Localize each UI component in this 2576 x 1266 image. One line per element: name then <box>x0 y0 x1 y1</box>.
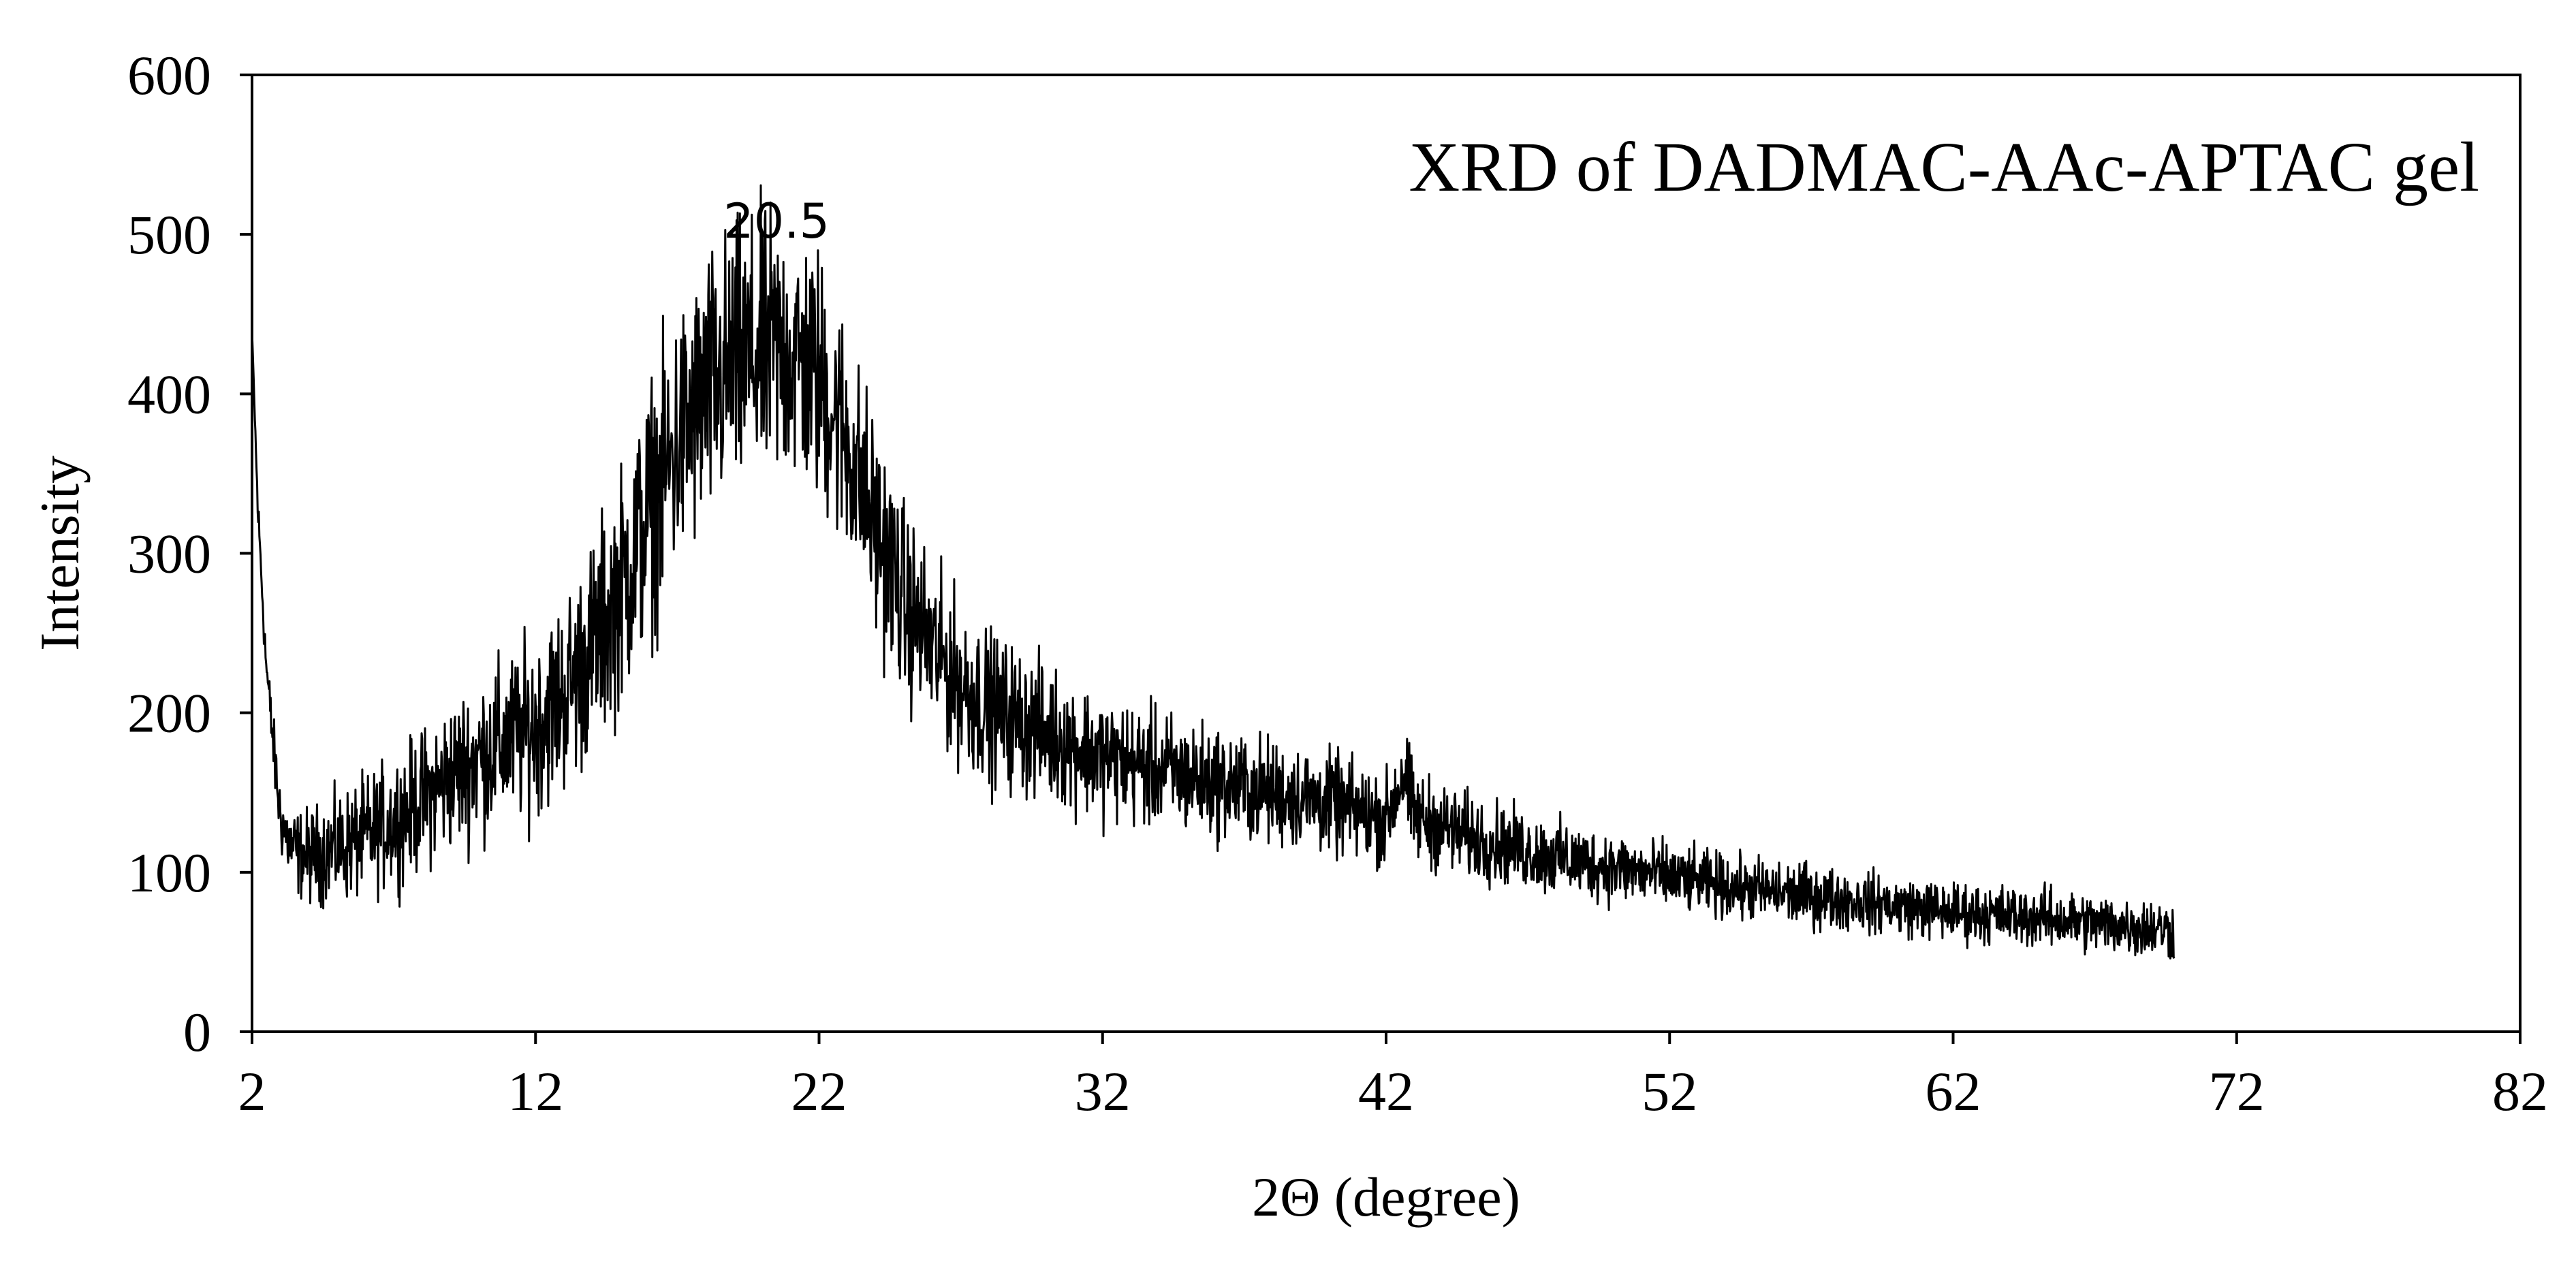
y-tick-label: 300 <box>127 523 211 585</box>
y-tick-label: 100 <box>127 842 211 904</box>
x-tick-label: 12 <box>507 1060 563 1122</box>
x-tick-label: 2 <box>238 1060 266 1122</box>
series-line-0 <box>251 184 2176 960</box>
y-axis-title: Intensity <box>29 456 91 651</box>
y-tick-label: 200 <box>127 682 211 744</box>
x-axis-title: 2Θ (degree) <box>1252 1166 1520 1228</box>
y-tick-label: 400 <box>127 363 211 425</box>
y-tick-label: 0 <box>183 1001 211 1063</box>
plot-frame <box>251 74 2522 1033</box>
x-tick-label: 82 <box>2492 1060 2548 1122</box>
x-tick-label: 72 <box>2209 1060 2265 1122</box>
y-tick-label: 600 <box>127 44 211 106</box>
peak-annotation: 20.5 <box>723 193 830 249</box>
annotations: 20.5 <box>723 193 830 249</box>
x-tick-label: 52 <box>1642 1060 1697 1122</box>
chart-title: XRD of DADMAC-AAc-APTAC gel <box>1409 128 2479 206</box>
y-tick-label: 500 <box>127 204 211 266</box>
x-axis-ticks: 2 12 22 32 42 52 62 72 82 <box>238 1032 2548 1122</box>
x-tick-label: 22 <box>791 1060 847 1122</box>
series-layer <box>251 184 2176 960</box>
x-tick-label: 62 <box>1926 1060 1981 1122</box>
y-axis-ticks: 0 100 200 300 400 500 600 <box>127 44 252 1063</box>
x-tick-label: 42 <box>1358 1060 1414 1122</box>
x-tick-label: 32 <box>1075 1060 1131 1122</box>
